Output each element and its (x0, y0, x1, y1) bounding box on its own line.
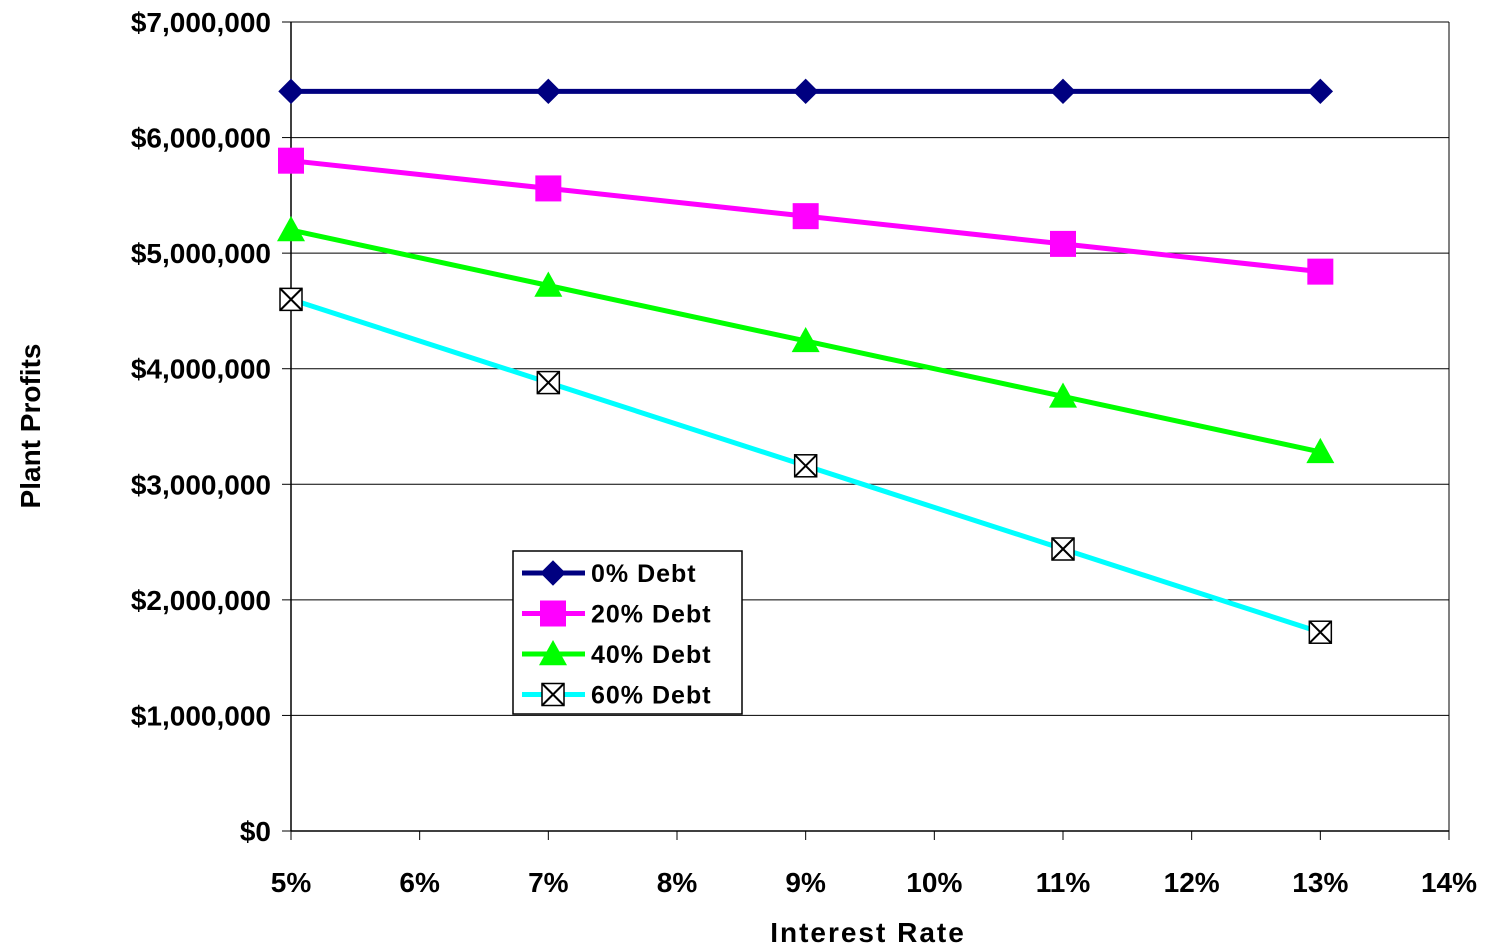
data-point (1307, 258, 1334, 285)
y-tick-label: $4,000,000 (131, 354, 271, 385)
data-point (278, 78, 304, 105)
x-tick-label: 8% (657, 867, 698, 898)
data-point (792, 78, 819, 105)
data-point (1306, 437, 1335, 464)
data-point (534, 271, 563, 297)
x-tick-label: 9% (785, 867, 826, 898)
data-point (278, 147, 304, 174)
legend-marker (541, 682, 565, 707)
grid-lines (291, 21, 1449, 716)
x-tick-label: 7% (528, 867, 569, 898)
legend-item: 0% Debt (522, 560, 697, 588)
y-tick-label: $0 (240, 816, 271, 847)
legend-marker (540, 600, 566, 627)
legend-label: 0% Debt (591, 560, 697, 588)
x-tick-labels: 5% 6% 7% 8% 9% 10% 11% 12% 13% 14% (271, 867, 1477, 898)
x-tick-label: 12% (1164, 867, 1220, 898)
data-point (1307, 78, 1334, 105)
data-point (535, 175, 562, 202)
x-tick-label: 6% (399, 867, 440, 898)
y-tick-label: $7,000,000 (131, 7, 271, 38)
y-tick-label: $3,000,000 (131, 469, 271, 500)
legend-marker (539, 640, 567, 666)
y-tick-labels: $0 $1,000,000 $2,000,000 $3,000,000 $4,000,0… (131, 7, 271, 847)
data-point (1049, 382, 1077, 408)
series-markers (277, 78, 1335, 644)
data-point (1051, 537, 1075, 561)
data-point (1050, 230, 1076, 257)
legend-label: 40% Debt (591, 641, 712, 669)
data-point (1050, 78, 1076, 105)
legend-label: 60% Debt (591, 682, 712, 710)
y-tick-label: $1,000,000 (131, 700, 271, 731)
x-tick-label: 11% (1036, 867, 1091, 898)
axes (282, 21, 1450, 840)
data-point (535, 78, 562, 105)
y-tick-label: $6,000,000 (131, 123, 271, 154)
marker-cross (793, 454, 818, 478)
x-tick-label: 13% (1292, 867, 1348, 898)
data-point (536, 370, 561, 395)
x-axis-title: Interest Rate (770, 917, 966, 948)
data-point (277, 216, 305, 242)
marker-cross (279, 287, 303, 312)
data-point (791, 326, 820, 353)
x-tick-label: 14% (1421, 867, 1477, 898)
legend-marker (540, 560, 566, 586)
x-tick-label: 5% (271, 867, 312, 898)
legend: 0% Debt 20% Debt 40% Debt 60% Debt (512, 550, 743, 715)
marker-cross (541, 682, 565, 707)
x-tick-label: 10% (906, 867, 962, 898)
y-tick-label: $2,000,000 (131, 585, 271, 616)
marker-cross (536, 370, 561, 395)
legend-item: 20% Debt (522, 600, 712, 629)
marker-cross (1308, 620, 1333, 644)
data-point (279, 287, 303, 312)
data-point (792, 203, 819, 230)
series-lines (290, 88, 1322, 635)
data-point (793, 454, 818, 478)
legend-label: 20% Debt (591, 601, 712, 629)
legend-item: 60% Debt (522, 682, 712, 710)
data-point (1308, 620, 1333, 644)
marker-cross (1051, 537, 1075, 561)
y-axis-title: Plant Profits (15, 344, 46, 509)
y-tick-label: $5,000,000 (131, 238, 271, 269)
legend-item: 40% Debt (522, 640, 712, 669)
